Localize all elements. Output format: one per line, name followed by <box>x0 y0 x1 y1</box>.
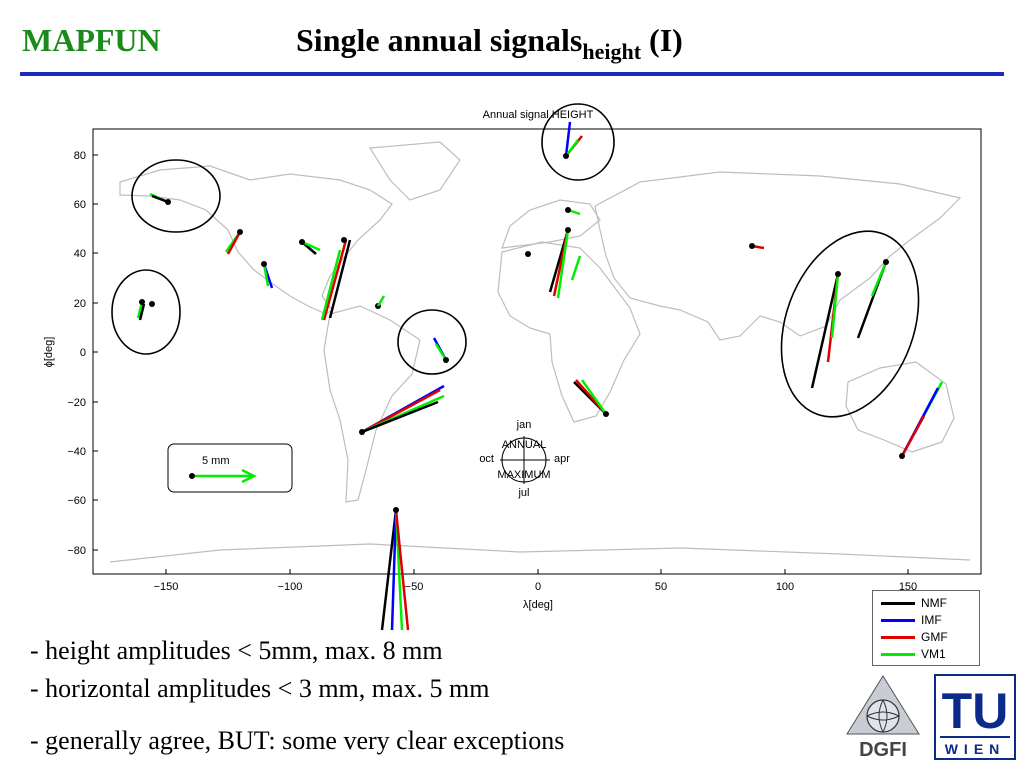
y-tick-label: 0 <box>80 347 86 359</box>
vectors-asia <box>749 243 765 250</box>
tu-logo-text: TU <box>942 683 1009 739</box>
title-suffix: (I) <box>641 22 683 58</box>
bullet-height-amplitudes: - height amplitudes < 5mm, max. 8 mm <box>30 636 443 665</box>
dgfi-logo-text: DGFI <box>859 739 907 761</box>
y-tick-label: −40 <box>67 446 86 458</box>
vectors-caribbean <box>432 337 449 363</box>
highlight-ellipses <box>111 103 920 418</box>
figure-title: Annual signal HEIGHT <box>483 109 594 121</box>
phase-apr: apr <box>554 453 570 465</box>
bullet-horizontal-amplitudes: - horizontal amplitudes < 3 mm, max. 5 m… <box>30 674 490 703</box>
vectors-australia <box>899 381 944 459</box>
legend-swatch <box>881 618 915 622</box>
vectors-south-america <box>359 384 445 631</box>
ellipse-hawaii <box>111 269 181 355</box>
legend-label: VM1 <box>921 647 946 661</box>
slide-title: Single annual signalsheight (I) <box>296 22 683 65</box>
coastlines <box>109 141 971 563</box>
coast-asia <box>594 171 962 341</box>
y-tick-label: 60 <box>74 199 86 211</box>
x-tick-label: 100 <box>776 581 794 593</box>
vectors-arctic <box>563 121 583 159</box>
y-axis-label: ϕ[deg] <box>43 337 55 368</box>
scale-label: 5 mm <box>202 455 230 467</box>
x-tick-label: 0 <box>535 581 541 593</box>
coast-antarctica <box>109 543 971 563</box>
axis-ticks-x: −150 −100 −50 0 50 100 150 <box>154 569 917 593</box>
wien-logo-text: WIEN <box>945 741 1006 757</box>
vectors-alaska <box>149 192 171 205</box>
axis-ticks-y: 80 60 40 20 0 −20 −40 −60 −80 <box>67 150 98 557</box>
x-tick-label: −50 <box>405 581 424 593</box>
y-tick-label: −60 <box>67 495 86 507</box>
legend-label: GMF <box>921 630 948 644</box>
vectors-hawaii <box>136 299 155 321</box>
ellipse-east-asia <box>780 230 920 418</box>
ellipse-alaska <box>131 159 221 233</box>
title-subscript: height <box>582 39 642 64</box>
y-tick-label: −20 <box>67 397 86 409</box>
legend-label: IMF <box>921 613 942 627</box>
coast-africa <box>497 241 641 423</box>
legend-label: NMF <box>921 596 947 610</box>
y-tick-label: 80 <box>74 150 86 162</box>
title-rule <box>20 72 1004 76</box>
legend-item: NMF <box>881 595 947 611</box>
legend-swatch <box>881 652 915 656</box>
legend-swatch <box>881 635 915 639</box>
coast-australia <box>845 361 955 453</box>
coast-south-america <box>323 305 421 503</box>
dgfi-logo: DGFI <box>846 675 920 761</box>
x-tick-label: −150 <box>154 581 179 593</box>
x-tick-label: −100 <box>278 581 303 593</box>
phase-maximum: MAXIMUM <box>497 469 550 481</box>
x-axis-label: λ[deg] <box>523 599 553 611</box>
ellipse-arctic <box>541 103 615 181</box>
legend-swatch <box>881 601 915 605</box>
x-tick-label: 50 <box>655 581 667 593</box>
legend-item: GMF <box>881 629 948 645</box>
brand-title: MAPFUN <box>22 22 161 58</box>
vectors-east-asia <box>810 259 889 389</box>
phase-compass: jan oct apr jul ANNUAL MAXIMUM <box>479 419 570 499</box>
annual-signal-vectors <box>136 121 944 631</box>
coast-greenland <box>368 141 461 201</box>
vectors-europe <box>525 207 582 299</box>
y-tick-label: −80 <box>67 545 86 557</box>
legend-item: VM1 <box>881 646 946 662</box>
phase-oct: oct <box>479 453 494 465</box>
world-map-figure: Annual signal HEIGHT −150 −100 −50 0 50 100 15… <box>43 103 982 631</box>
title-main: Single annual signals <box>296 22 583 58</box>
vectors-north-america <box>224 229 386 321</box>
tu-wien-logo: TU WIEN <box>934 674 1016 760</box>
vectors-africa <box>573 379 609 417</box>
scale-box: 5 mm <box>167 443 293 493</box>
bullet-exceptions: - generally agree, BUT: some very clear … <box>30 726 565 755</box>
legend-item: IMF <box>881 612 942 628</box>
phase-annual: ANNUAL <box>502 439 547 451</box>
legend: NMF IMF GMF VM1 <box>872 590 980 666</box>
phase-jul: jul <box>517 487 529 499</box>
y-tick-label: 20 <box>74 298 86 310</box>
y-tick-label: 40 <box>74 248 86 260</box>
phase-jan: jan <box>516 419 532 431</box>
map-frame <box>92 128 982 575</box>
ellipse-caribbean <box>397 309 467 375</box>
coast-europe <box>501 199 601 249</box>
